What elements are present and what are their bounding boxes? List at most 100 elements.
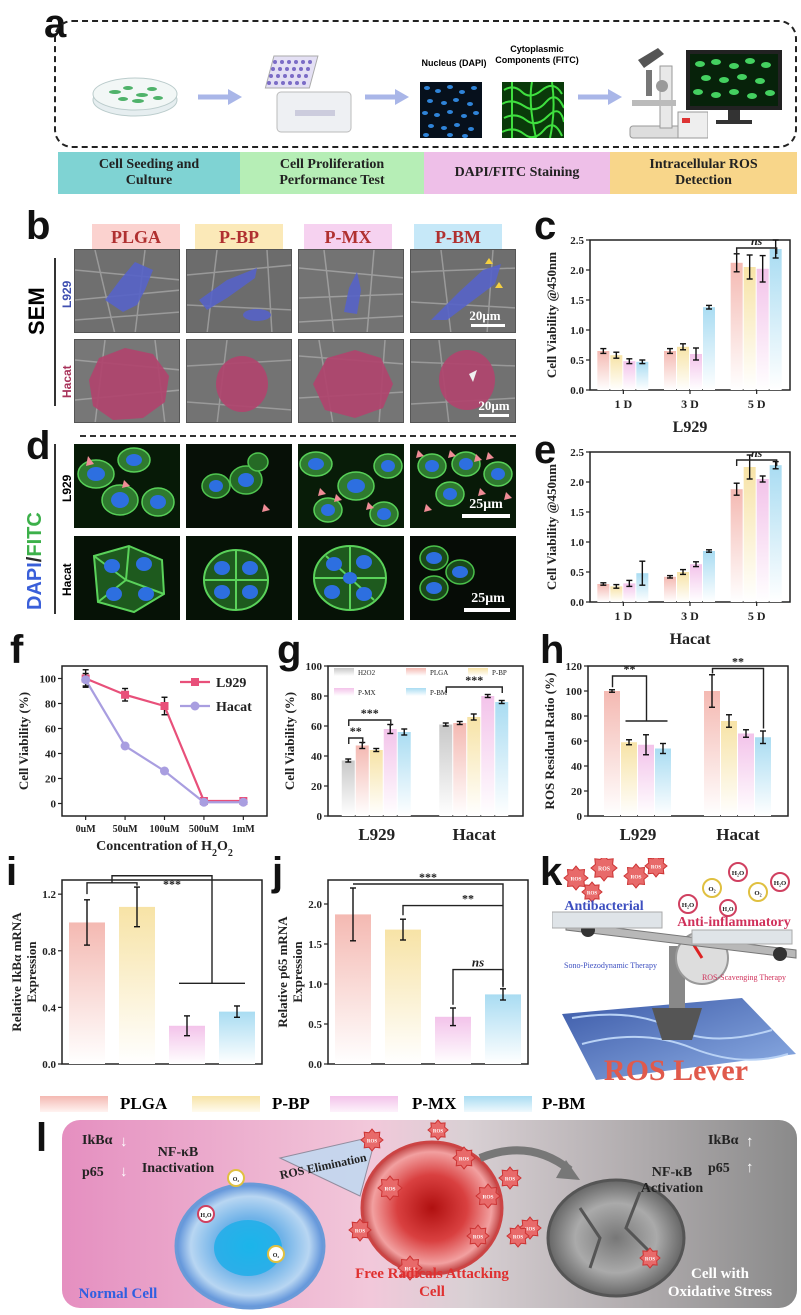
legend-swatch-pbm — [464, 1096, 532, 1112]
bar-p-bp — [610, 355, 623, 390]
molecule-text: H₂O — [732, 870, 745, 877]
bar-p-mx — [756, 479, 769, 602]
significance-bracket — [348, 737, 364, 744]
panel-label-f: f — [10, 628, 24, 672]
x-tick-label: 500uM — [189, 824, 220, 835]
fl-row-l929: L929 — [60, 474, 74, 502]
legend-label: P-BM — [430, 689, 448, 697]
bar-h2o2 — [439, 724, 453, 816]
panel-label-b: b — [26, 204, 51, 248]
legend-label: PLGA — [430, 669, 448, 677]
significance-label: ** — [732, 655, 744, 669]
bar-p-mx — [690, 354, 702, 390]
panel-label-d: d — [26, 424, 51, 468]
step-ros-detection: Intracellular ROS Detection — [610, 152, 797, 194]
fl-l929-plga — [74, 444, 180, 528]
legend-label-pbm: P-BM — [542, 1094, 586, 1113]
molecule-icon — [702, 878, 722, 898]
ros-badge-icon — [397, 1255, 423, 1281]
y-axis-label: ROS Residual Ratio (%) — [542, 673, 557, 810]
bar-p-mx — [481, 696, 495, 816]
plot-frame — [327, 665, 524, 817]
stain-bracket — [54, 444, 56, 614]
y-tick-label: 2.5 — [570, 235, 584, 247]
panel-label-l: l — [36, 1116, 48, 1160]
data-point — [160, 702, 169, 710]
ros-badge-icon — [623, 863, 649, 889]
stain-sep: / — [24, 556, 46, 563]
cyto-label: Cytoplasmic Components (FITC) — [495, 44, 579, 65]
molecule-icon — [770, 872, 790, 892]
x-axis-label: Concentration of H2O2 — [96, 839, 233, 858]
step-proliferation: Cell Proliferation Performance Test — [240, 152, 424, 194]
x-tick-label: 5 D — [748, 609, 766, 623]
significance-bracket — [402, 904, 503, 916]
bar-p-bm — [769, 465, 782, 602]
fl-row-hacat: Hacat — [60, 563, 74, 596]
ros-badge-text: ROS — [651, 866, 662, 871]
bar-plga — [355, 745, 369, 816]
arrow-down-icon: ↓ — [120, 1164, 128, 1180]
step-cell-seeding: Cell Seeding and Culture — [58, 152, 240, 194]
y-tick-label: 1.5 — [570, 507, 584, 519]
arrow-down-icon: ↓ — [120, 1134, 128, 1150]
significance-bracket — [353, 883, 504, 988]
bar-p-bp — [677, 346, 689, 390]
y-tick-label: 2.5 — [570, 447, 584, 459]
sem-hacat-pmx — [298, 339, 404, 423]
condition-pbm: P-BM — [414, 224, 502, 250]
data-point — [120, 741, 130, 751]
chart-h: 0 20 40 60 80 100 120 ROS Residual Ratio (%) L92… — [542, 655, 789, 844]
condition-plga: PLGA — [92, 224, 180, 250]
bar-p-bp — [385, 929, 421, 1064]
y-tick-label: 60 — [571, 736, 583, 748]
ros-badge-text: ROS — [482, 1195, 493, 1201]
stain-side-label: DAPI/FITC — [24, 490, 47, 610]
ros-badge-icon — [506, 1224, 530, 1248]
antibacterial-label: Antibacterial — [564, 899, 643, 914]
bar-p-mx — [690, 564, 702, 602]
data-point — [199, 797, 209, 807]
ros-badge-icon — [348, 1218, 372, 1242]
bar-plga — [597, 584, 610, 602]
sem-l929-pbm: 20μm — [410, 249, 516, 333]
panel-a-frame — [54, 20, 797, 148]
y-tick-label: 80 — [311, 691, 323, 703]
ros-badge-text: ROS — [404, 1267, 415, 1273]
y-tick-label: 20 — [571, 786, 583, 798]
fl-hacat-pbp — [186, 536, 292, 620]
x-tick-label: 50uM — [113, 824, 139, 835]
bar-p-mx — [738, 733, 754, 816]
p65-label-right: p65 — [708, 1161, 730, 1176]
data-point — [81, 675, 91, 685]
sem-scale-label: 20μm — [469, 308, 500, 323]
x-tick-label: 100uM — [150, 824, 181, 835]
fl-scale-label: 25μm — [469, 497, 503, 512]
ikba-label-right: IkBα — [708, 1133, 739, 1148]
bar-p-bp — [677, 572, 689, 602]
bar-p-bm — [495, 702, 509, 816]
y-tick-label: 40 — [311, 751, 323, 763]
ros-badge-icon — [475, 1183, 501, 1209]
panel-label-k: k — [540, 850, 563, 894]
normal-cell-label: Normal Cell — [79, 1286, 158, 1302]
ikba-label-left: IkBα — [82, 1133, 113, 1148]
nucleus-label: Nucleus (DAPI) — [421, 58, 487, 68]
sem-side-label: SEM — [24, 287, 49, 335]
x-tick-label: L929 — [358, 825, 395, 844]
y-tick-label: 2.0 — [570, 265, 584, 277]
ros-badge-text: ROS — [525, 1228, 536, 1233]
fl-hacat-plga — [74, 536, 180, 620]
legend-swatch — [406, 668, 426, 676]
x-tick-label: 1 D — [614, 609, 632, 623]
legend-swatch-pmx — [330, 1096, 398, 1112]
panel-label-i: i — [6, 850, 18, 894]
legend-swatch — [334, 688, 354, 696]
ros-badge-icon — [639, 1247, 661, 1269]
bar-plga — [730, 262, 743, 390]
legend-swatch — [406, 688, 426, 696]
x-tick-label: L929 — [620, 825, 657, 844]
ros-badge-text: ROS — [459, 1158, 470, 1163]
x-tick-label: 1mM — [232, 824, 255, 835]
